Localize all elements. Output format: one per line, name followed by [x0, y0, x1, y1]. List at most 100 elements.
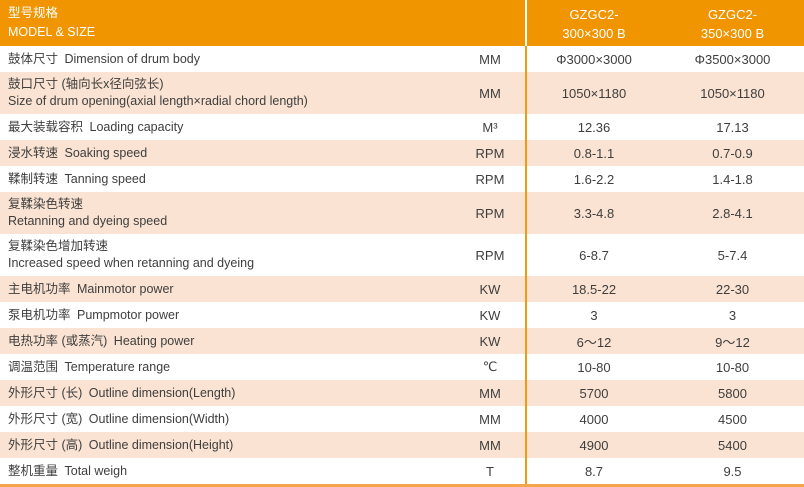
row-value-model-1: Φ3000×3000: [525, 46, 661, 72]
row-value-model-1: 5700: [525, 380, 661, 406]
row-label-cn: 最大装载容积: [8, 119, 84, 134]
row-label-cn: 复鞣染色增加转速: [8, 239, 109, 253]
header-column-model-1: GZGC2- 300×300 B: [525, 0, 661, 46]
table-row: 复鞣染色转速 Retanning and dyeing speed RPM 3.…: [0, 192, 804, 234]
table-row: 外形尺寸 (长) Outline dimension(Length) MM 57…: [0, 380, 804, 406]
row-value-model-2: 2.8-4.1: [712, 205, 753, 221]
row-value-model-1: 3.3-4.8: [525, 192, 661, 234]
row-label-cn: 外形尺寸 (宽): [8, 411, 83, 426]
row-unit: RPM: [475, 247, 505, 263]
row-value-model-2: 0.7-0.9: [712, 145, 753, 161]
row-value-model-1: 1050×1180: [525, 72, 661, 114]
header-model-2-line2: 350×300 B: [700, 26, 765, 41]
row-value-model-2: 1050×1180: [700, 85, 765, 101]
row-label-en: Heating power: [113, 333, 195, 348]
row-value-model-1: 6-8.7: [525, 234, 661, 276]
row-value-model-1: 6～12: [525, 328, 661, 354]
row-label-cn: 泵电机功率: [8, 307, 71, 322]
row-label-en: Mainmotor power: [77, 281, 174, 296]
row-label: 外形尺寸 (长) Outline dimension(Length): [0, 382, 455, 405]
table-row: 整机重量 Total weigh T 8.7 9.5: [0, 458, 804, 484]
row-label-en: Dimension of drum body: [64, 51, 200, 66]
row-label: 泵电机功率 Pumpmotor power: [0, 304, 455, 327]
row-label-cn: 外形尺寸 (长): [8, 385, 83, 400]
row-value-model-2: 10-80: [715, 359, 750, 375]
row-label-cn: 鼓体尺寸: [8, 51, 59, 66]
header-model-1-line2: 300×300 B: [562, 26, 626, 41]
row-label-en: Outline dimension(Width): [88, 411, 230, 426]
row-label: 鼓体尺寸 Dimension of drum body: [0, 48, 455, 71]
row-value-model-1: 1.6-2.2: [525, 166, 661, 192]
row-label: 鞣制转速 Tanning speed: [0, 168, 455, 191]
table-row: 外形尺寸 (宽) Outline dimension(Width) MM 400…: [0, 406, 804, 432]
table-row: 电热功率 (或蒸汽) Heating power KW 6～12 9～12: [0, 328, 804, 354]
row-value-model-2: 22-30: [715, 281, 750, 297]
row-label-en: Tanning speed: [64, 171, 146, 186]
header-column-model-2: GZGC2- 350×300 B: [661, 0, 804, 46]
row-value-model-1: 0.8-1.1: [525, 140, 661, 166]
row-label-en: Pumpmotor power: [77, 307, 180, 322]
row-value-model-1: 12.36: [525, 114, 661, 140]
row-unit: M³: [482, 119, 498, 135]
row-label-en: Increased speed when retanning and dyein…: [8, 256, 255, 270]
row-label-cn: 外形尺寸 (高): [8, 437, 83, 452]
row-label: 整机重量 Total weigh: [0, 460, 455, 483]
table-row: 鞣制转速 Tanning speed RPM 1.6-2.2 1.4-1.8: [0, 166, 804, 192]
row-label-en: Temperature range: [64, 359, 171, 374]
row-unit: MM: [479, 51, 501, 67]
row-value-model-1: 18.5-22: [525, 276, 661, 302]
table-header: 型号规格 MODEL & SIZE GZGC2- 300×300 B GZGC2…: [0, 0, 804, 46]
row-value-model-2: 1.4-1.8: [712, 171, 753, 187]
row-label-en: Outline dimension(Height): [88, 437, 234, 452]
header-model-2-line1: GZGC2-: [707, 7, 758, 22]
table-row: 主电机功率 Mainmotor power KW 18.5-22 22-30: [0, 276, 804, 302]
row-unit: MM: [479, 85, 501, 101]
row-value-model-1: 4900: [525, 432, 661, 458]
row-label-cn: 整机重量: [8, 463, 59, 478]
row-unit: RPM: [475, 171, 505, 187]
spec-table-body: 鼓体尺寸 Dimension of drum body MM Φ3000×300…: [0, 46, 804, 484]
row-unit: ℃: [482, 359, 498, 374]
header-title-cn: 型号规格: [8, 6, 59, 20]
row-label-cn: 主电机功率: [8, 281, 71, 296]
row-label: 最大装载容积 Loading capacity: [0, 116, 455, 139]
row-label: 鼓口尺寸 (轴向长x径向弦长) Size of drum opening(axi…: [0, 73, 455, 113]
row-label: 外形尺寸 (高) Outline dimension(Height): [0, 434, 455, 457]
row-unit: RPM: [475, 145, 505, 161]
row-unit: KW: [479, 281, 501, 297]
row-label-cn: 浸水转速: [8, 145, 59, 160]
row-value-model-2: 9.5: [723, 463, 742, 479]
row-unit: MM: [479, 385, 501, 401]
row-unit: KW: [479, 333, 501, 349]
row-value-model-2: 17.13: [716, 119, 749, 135]
row-label-cn: 鼓口尺寸 (轴向长x径向弦长): [8, 77, 164, 91]
header-model-1-line1: GZGC2-: [569, 7, 619, 22]
row-label-en: Loading capacity: [89, 119, 184, 134]
row-label: 复鞣染色增加转速 Increased speed when retanning …: [0, 235, 455, 275]
table-row: 外形尺寸 (高) Outline dimension(Height) MM 49…: [0, 432, 804, 458]
table-row: 鼓口尺寸 (轴向长x径向弦长) Size of drum opening(axi…: [0, 72, 804, 114]
row-label-cn: 鞣制转速: [8, 171, 59, 186]
row-label: 电热功率 (或蒸汽) Heating power: [0, 330, 455, 353]
row-label: 外形尺寸 (宽) Outline dimension(Width): [0, 408, 455, 431]
header-title: 型号规格 MODEL & SIZE: [0, 0, 525, 46]
row-value-model-2: Φ3500×3000: [694, 51, 771, 67]
row-value-model-2: 5400: [718, 437, 747, 453]
table-row: 调温范围 Temperature range ℃ 10-80 10-80: [0, 354, 804, 380]
row-label-en: Soaking speed: [64, 145, 148, 160]
row-unit: RPM: [475, 205, 505, 221]
row-label: 浸水转速 Soaking speed: [0, 142, 455, 165]
row-label-en: Outline dimension(Length): [88, 385, 236, 400]
table-row: 复鞣染色增加转速 Increased speed when retanning …: [0, 234, 804, 276]
row-value-model-1: 8.7: [525, 458, 661, 484]
row-label-en: Size of drum opening(axial length×radial…: [8, 94, 308, 108]
row-value-model-1: 10-80: [525, 354, 661, 380]
row-value-model-1: 4000: [525, 406, 661, 432]
row-label: 主电机功率 Mainmotor power: [0, 278, 455, 301]
row-label: 调温范围 Temperature range: [0, 356, 455, 379]
header-title-en: MODEL & SIZE: [8, 25, 96, 39]
row-unit: MM: [479, 411, 501, 427]
row-label-cn: 电热功率 (或蒸汽): [8, 333, 108, 348]
row-value-model-2: 9～12: [715, 334, 750, 350]
